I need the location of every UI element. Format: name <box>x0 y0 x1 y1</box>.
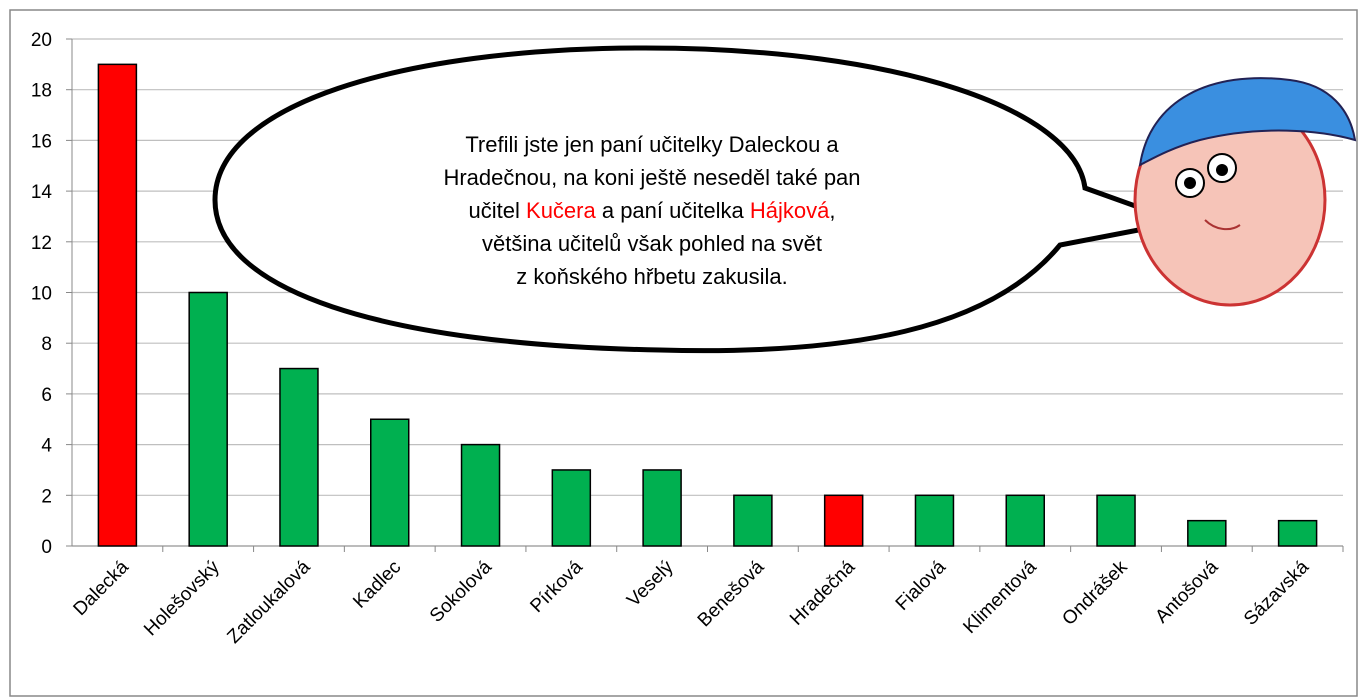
bubble-line: z koňského hřbetu zakusila. <box>516 264 788 289</box>
bubble-text-segment: Hájková <box>750 198 830 223</box>
y-tick-label: 4 <box>41 436 52 457</box>
y-tick-label: 2 <box>41 486 52 507</box>
bar <box>279 367 319 547</box>
hat <box>1138 77 1357 167</box>
mouth <box>1204 219 1241 231</box>
bar <box>733 494 773 547</box>
bubble-text-segment: a paní učitelka <box>596 198 750 223</box>
bubble-text-segment: , <box>829 198 835 223</box>
bar <box>1005 494 1045 547</box>
cartoon-face <box>1133 77 1357 307</box>
y-tick-label: 16 <box>31 131 52 152</box>
bar <box>188 291 228 547</box>
bar <box>97 63 138 547</box>
speech-bubble <box>212 45 1190 354</box>
bubble-text-segment: Hradečnou, na koni ještě neseděl také pa… <box>443 165 860 190</box>
bar <box>551 469 592 547</box>
y-tick-label: 12 <box>31 233 52 254</box>
bubble-text: Trefili jste jen paní učitelky Daleckou … <box>443 132 860 289</box>
bar <box>642 469 682 547</box>
bar <box>460 443 501 547</box>
y-tick-label: 0 <box>41 537 52 558</box>
bubble-text-segment: většina učitelů však pohled na svět <box>482 231 822 256</box>
bar <box>1096 494 1136 547</box>
y-tick-label: 6 <box>41 385 52 406</box>
y-tick-label: 20 <box>31 30 52 51</box>
bar <box>914 494 955 547</box>
bubble-line: Trefili jste jen paní učitelky Daleckou … <box>465 132 839 157</box>
y-tick-label: 10 <box>31 284 52 305</box>
pupil <box>1184 177 1196 189</box>
bar <box>1187 519 1227 547</box>
bubble-text-segment: Trefili jste jen paní učitelky Daleckou … <box>465 132 839 157</box>
bubble-line: Hradečnou, na koni ještě neseděl také pa… <box>443 165 860 190</box>
bubble-text-segment: Kučera <box>526 198 596 223</box>
y-tick-label: 8 <box>41 334 52 355</box>
bubble-text-segment: z koňského hřbetu zakusila. <box>516 264 788 289</box>
y-tick-label: 18 <box>31 81 52 102</box>
bubble-text-segment: učitel <box>469 198 526 223</box>
y-tick-label: 14 <box>31 182 53 203</box>
bubble-line: učitel Kučera a paní učitelka Hájková, <box>469 198 836 223</box>
bar <box>370 418 410 547</box>
bar <box>1277 519 1318 547</box>
bubble-line: většina učitelů však pohled na svět <box>482 231 822 256</box>
pupil <box>1216 164 1228 176</box>
bar <box>823 494 864 547</box>
bubble-shape <box>212 45 1190 354</box>
